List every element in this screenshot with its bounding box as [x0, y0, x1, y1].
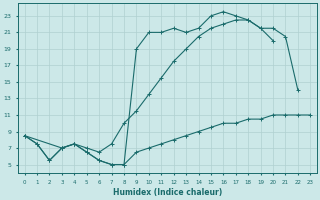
X-axis label: Humidex (Indice chaleur): Humidex (Indice chaleur): [113, 188, 222, 197]
